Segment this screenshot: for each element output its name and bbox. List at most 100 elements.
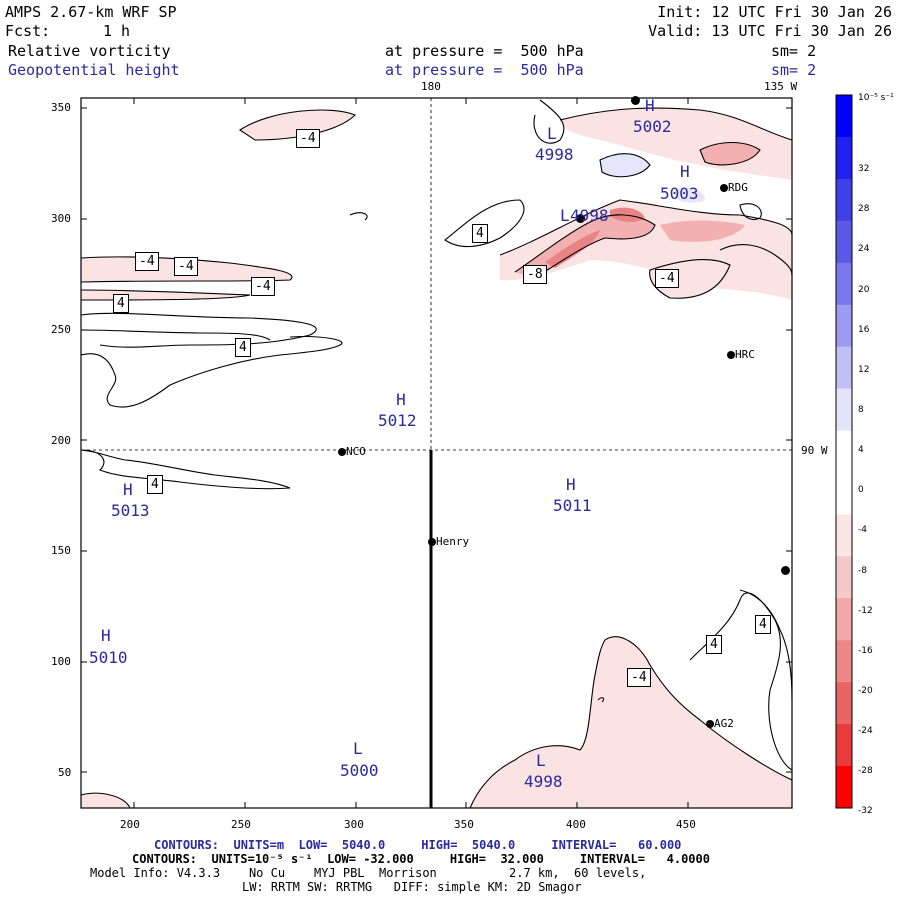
- colorbar-tick-label: 16: [858, 324, 870, 335]
- pressure-center-value: 4998: [570, 206, 609, 225]
- station-unnamed-marker-icon: [576, 214, 585, 223]
- colorbar-swatch: [836, 220, 852, 264]
- map-frame: [80, 97, 793, 809]
- positive-vorticity-shading: [600, 153, 705, 203]
- station-hrc: HRC: [727, 349, 755, 360]
- negative-vorticity-shading: [81, 108, 792, 808]
- colorbar-swatch: [836, 430, 852, 473]
- init-time: Init: 12 UTC Fri 30 Jan 26: [657, 3, 892, 21]
- station-unnamed-marker-icon: [631, 96, 640, 105]
- contour-label: -4: [296, 129, 320, 148]
- contour-label: 4: [755, 615, 771, 634]
- pressure-center-type: H: [101, 626, 111, 645]
- pressure-center-value: 5000: [340, 761, 379, 780]
- colorbar-tick-label: 12: [858, 364, 870, 375]
- station-marker-icon: [720, 184, 728, 192]
- colorbar-tick-label: 32: [858, 164, 870, 175]
- x-tick-250: 250: [231, 818, 251, 831]
- colorbar-tick-label: -16: [858, 645, 873, 656]
- colorbar-tick-label: -24: [858, 726, 873, 737]
- station-marker-icon: [706, 720, 714, 728]
- footer-model-info: Model Info: V4.3.3 No Cu MYJ PBL Morriso…: [90, 866, 647, 880]
- contour-label: -4: [655, 269, 679, 288]
- field1-name: Relative vorticity: [8, 42, 171, 60]
- colorbar-swatch: [836, 346, 852, 390]
- station-rdg: RDG: [720, 182, 748, 193]
- station-marker-icon: [727, 351, 735, 359]
- colorbar-swatch: [836, 178, 852, 222]
- colorbar-tick-label: -4: [858, 525, 867, 536]
- station-marker-icon: [338, 448, 346, 456]
- pressure-center-type: L: [560, 206, 570, 225]
- colorbar-unit: 10⁻⁵ s⁻¹: [858, 93, 894, 103]
- contour-label: -4: [251, 277, 275, 296]
- colorbar-tick-label: -8: [858, 565, 867, 576]
- pressure-center-type: L: [536, 751, 546, 770]
- station-nco: NCO: [338, 446, 366, 457]
- colorbar-tick-label: 8: [858, 404, 864, 415]
- y-tick-50: 50: [58, 766, 72, 779]
- pressure-center-type: H: [566, 475, 576, 494]
- colorbar: [835, 94, 853, 809]
- pressure-center-type: H: [680, 162, 690, 181]
- footer-vorticity-contours: CONTOURS: UNITS=10⁻⁵ s⁻¹ LOW= -32.000 HI…: [132, 852, 710, 866]
- field1-smoothing: sm= 2: [771, 42, 817, 60]
- colorbar-swatch: [836, 556, 852, 599]
- forecast-label: Fcst:: [5, 22, 51, 40]
- valid-time: Valid: 13 UTC Fri 30 Jan 26: [648, 22, 892, 40]
- vorticity-contours: [81, 99, 792, 808]
- model-title: AMPS 2.67-km WRF SP: [5, 3, 177, 21]
- colorbar-tick-label: -12: [858, 605, 873, 616]
- colorbar-swatch: [836, 472, 852, 515]
- colorbar-tick-label: -32: [858, 806, 873, 817]
- pressure-center-type: H: [396, 390, 406, 409]
- pressure-center-value: 5002: [633, 117, 672, 136]
- colorbar-swatch: [836, 95, 852, 138]
- colorbar-swatch: [836, 682, 852, 725]
- field2-smoothing: sm= 2: [771, 61, 817, 79]
- pressure-center-value: 5012: [378, 411, 417, 430]
- meridian-label-180: 180: [421, 80, 441, 93]
- colorbar-swatch: [836, 598, 852, 641]
- y-tick-200: 200: [51, 434, 71, 447]
- contour-label: -4: [627, 668, 651, 687]
- colorbar-tick-label: 28: [858, 204, 870, 215]
- station-ag2: AG2: [706, 718, 734, 729]
- x-tick-200: 200: [120, 818, 140, 831]
- pressure-center-value: 5003: [660, 184, 699, 203]
- colorbar-tick-label: 24: [858, 244, 870, 255]
- pressure-center-value: 4998: [535, 145, 574, 164]
- colorbar-swatch: [836, 640, 852, 683]
- x-tick-350: 350: [454, 818, 474, 831]
- colorbar-tick-label: -20: [858, 685, 873, 696]
- colorbar-swatch: [836, 724, 852, 767]
- pressure-center-type: H: [123, 480, 133, 499]
- contour-label: -4: [174, 257, 198, 276]
- contour-label: 4: [706, 635, 722, 654]
- y-tick-350: 350: [51, 101, 71, 114]
- x-tick-400: 400: [566, 818, 586, 831]
- colorbar-swatch: [836, 262, 852, 306]
- contour-label: 4: [472, 224, 488, 243]
- colorbar-tick-label: 20: [858, 284, 870, 295]
- y-tick-300: 300: [51, 212, 71, 225]
- footer-height-contours: CONTOURS: UNITS=m LOW= 5040.0 HIGH= 5040…: [154, 838, 682, 852]
- x-tick-450: 450: [676, 818, 696, 831]
- colorbar-tick-label: 0: [858, 485, 864, 496]
- x-tick-300: 300: [344, 818, 364, 831]
- station-unnamed-marker-icon: [781, 566, 790, 575]
- field2-name: Geopotential height: [8, 61, 180, 79]
- contour-label: 4: [147, 475, 163, 494]
- y-tick-250: 250: [51, 323, 71, 336]
- colorbar-swatch: [836, 766, 852, 809]
- pressure-center-value: 5013: [111, 501, 150, 520]
- colorbar-swatch: [836, 136, 852, 180]
- field2-level: at pressure = 500 hPa: [385, 61, 584, 79]
- footer-physics-info: LW: RRTM SW: RRTMG DIFF: simple KM: 2D S…: [242, 880, 582, 894]
- contour-label: -8: [523, 265, 547, 284]
- pressure-center-type: L: [353, 739, 363, 758]
- colorbar-swatch: [836, 514, 852, 557]
- y-tick-100: 100: [51, 655, 71, 668]
- pressure-center-value: 4998: [524, 772, 563, 791]
